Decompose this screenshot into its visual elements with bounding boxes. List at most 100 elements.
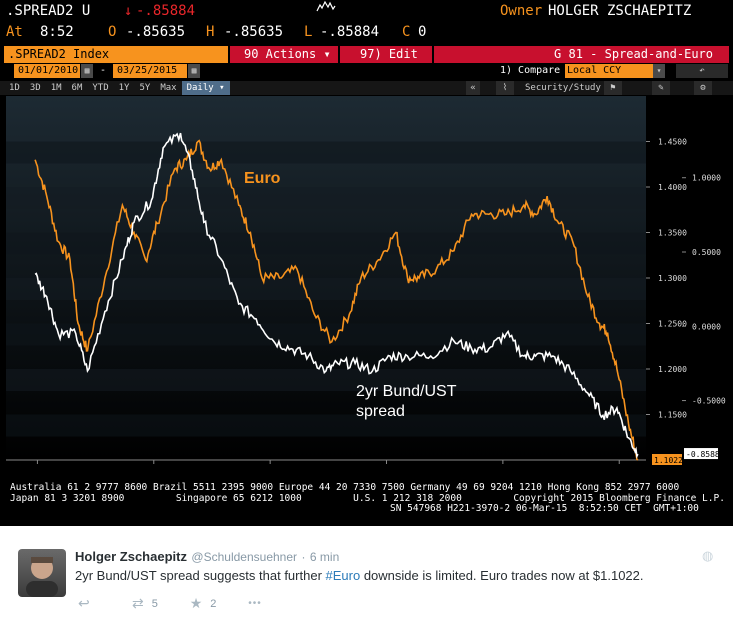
open-value: -.85635 — [126, 24, 186, 40]
user-handle[interactable]: @Schuldensuehner — [191, 550, 298, 564]
hashtag-link[interactable]: #Euro — [325, 568, 361, 583]
quote-header: .SPREAD2 U ↓ -.85884 Owner HOLGER ZSCHAE… — [0, 0, 733, 21]
y-left-tick-label: 1.3000 — [658, 274, 687, 283]
favorite-icon[interactable]: ★ — [189, 595, 203, 611]
euro-last-badge — [652, 454, 682, 465]
grid — [6, 141, 646, 437]
spread-last-value: -0.8588 — [686, 450, 720, 459]
bloomberg-terminal: .SPREAD2 U ↓ -.85884 Owner HOLGER ZSCHAE… — [0, 0, 733, 526]
currency-select[interactable]: Local CCY — [565, 64, 653, 78]
flag-icon[interactable]: ⚑ — [604, 81, 622, 95]
compare-button[interactable]: 1) Compare — [500, 65, 561, 76]
grid-band — [6, 141, 646, 164]
chart-type-icon[interactable]: ⌇ — [496, 81, 514, 95]
owner-value: HOLGER ZSCHAEPITZ — [548, 3, 692, 19]
back-arrow-icon[interactable]: ↶ — [676, 64, 728, 78]
tab-ytd[interactable]: YTD — [92, 83, 109, 93]
spread-last-badge — [684, 448, 718, 460]
grid-band — [6, 278, 646, 300]
y-left-tick-label: 1.2000 — [658, 365, 687, 374]
low-label: L — [304, 24, 313, 40]
edit-label: 97) Edit — [360, 47, 418, 61]
down-arrow-icon: ↓ — [124, 3, 133, 19]
ticker: .SPREAD2 U — [6, 3, 91, 19]
x-axis: 201020112012201320142015 — [6, 459, 646, 464]
close-label: C — [402, 24, 411, 40]
series-group — [34, 132, 639, 461]
tab-max[interactable]: Max — [160, 83, 177, 93]
grid-band — [6, 232, 646, 255]
date-dash: - — [100, 65, 107, 76]
grid-band — [6, 369, 646, 391]
price-row: At 8:52 O -.85635 H -.85635 L -.85884 C … — [0, 24, 733, 42]
line-chart: 201020112012201320142015 1.4500 1.4000 1.3… — [6, 96, 726, 465]
y-right-tick-label: 0.5000 — [692, 248, 721, 257]
chevron-down-icon[interactable]: ▾ — [653, 64, 665, 78]
footer-sn: SN 547968 H221-3970-2 06-Mar-15 8:52:50 … — [390, 503, 699, 514]
spread-annotation-line1: 2yr Bund/UST — [356, 383, 457, 400]
globe-icon: ◍ — [702, 548, 714, 563]
grid-band — [6, 187, 646, 209]
retweet-icon[interactable]: ⇄ — [132, 595, 144, 611]
tweet-text: 2yr Bund/UST spread suggests that furthe… — [75, 568, 644, 583]
tab-daily[interactable]: Daily ▾ — [181, 81, 230, 95]
tweet-text-end: downside is limited. Euro trades now at … — [360, 568, 644, 583]
toolbar: .SPREAD2 Index 90 Actions ▾ 97) Edit ▾ G… — [0, 46, 733, 63]
date-controls: 01/01/2010 ▦ - 03/25/2015 ▦ 1) Compare L… — [0, 64, 733, 79]
favorite-count: 2 — [210, 597, 217, 610]
tab-1d[interactable]: 1D — [9, 83, 20, 93]
user-name[interactable]: Holger Zschaepitz — [75, 549, 187, 564]
y-right-tick-label: 1.0000 — [692, 174, 721, 183]
y-right-tick-label: -0.5000 — [692, 397, 726, 406]
avatar[interactable] — [18, 549, 66, 597]
tab-3d[interactable]: 3D — [29, 83, 41, 93]
y-left-tick-label: 1.2500 — [658, 320, 687, 329]
retweet-count: 5 — [151, 597, 158, 610]
spread-annotation-line2: spread — [356, 403, 405, 420]
y-axis-left: 1.4500 1.4000 1.3500 1.3000 1.2500 1.2000 1.15… — [646, 138, 687, 420]
euro-annotation: Euro — [244, 170, 281, 187]
index-label[interactable]: .SPREAD2 Index — [4, 46, 228, 63]
time-value: 8:52 — [40, 24, 74, 40]
period-tabs: 1D 3D 1M 6M YTD 1Y 5Y Max Daily ▾ « ⌇ Se… — [0, 81, 733, 95]
end-date-field[interactable]: 03/25/2015 — [113, 64, 187, 78]
tweet-time[interactable]: 6 min — [309, 550, 340, 564]
security-study-button[interactable]: Security/Study — [525, 83, 601, 93]
collapse-icon[interactable]: « — [466, 81, 480, 95]
gear-icon[interactable]: ⚙ — [694, 81, 712, 95]
tab-1m[interactable]: 1M — [50, 83, 62, 93]
tab-1y[interactable]: 1Y — [118, 83, 130, 93]
tab-6m[interactable]: 6M — [71, 83, 83, 93]
tweet-text-start: 2yr Bund/UST spread suggests that furthe… — [75, 568, 326, 583]
calendar-icon[interactable]: ▦ — [188, 64, 200, 78]
y-right-tick-label: 0.0000 — [692, 322, 721, 331]
tab-5y[interactable]: 5Y — [139, 83, 151, 93]
tweet: Holger Zschaepitz @Schuldensuehner · 6 m… — [0, 526, 733, 633]
actions-menu[interactable]: 90 Actions ▾ — [230, 46, 338, 63]
edit-icon[interactable]: ✎ — [652, 81, 670, 95]
owner-label: Owner — [500, 3, 543, 19]
spread-series-line — [34, 132, 639, 459]
footer-contacts-2: Japan 81 3 3201 8900 Singapore 65 6212 1… — [10, 493, 725, 504]
reply-icon[interactable]: ↩ — [78, 595, 90, 611]
more-icon[interactable]: ••• — [248, 598, 262, 609]
edit-menu[interactable]: 97) Edit ▾ — [340, 46, 448, 63]
y-left-tick-label: 1.4500 — [658, 138, 687, 147]
y-left-tick-label: 1.1500 — [658, 411, 687, 420]
y-left-tick-label: 1.4000 — [658, 183, 687, 192]
tab-list: 1D 3D 1M 6M YTD 1Y 5Y Max Daily ▾ — [4, 81, 230, 95]
start-date-field[interactable]: 01/01/2010 — [14, 64, 80, 78]
tweet-actions: ↩ ⇄ 5 ★ 2 ••• — [78, 595, 262, 612]
euro-last-value: 1.1022 — [654, 456, 683, 465]
grid-band — [6, 323, 646, 346]
calendar-icon[interactable]: ▦ — [81, 64, 93, 78]
separator-dot: · — [301, 550, 306, 564]
low-value: -.85884 — [320, 24, 380, 40]
last-values: 1.1022-0.8588 — [652, 448, 720, 465]
chart-title: G 81 - Spread-and-Euro — [434, 46, 729, 63]
high-label: H — [206, 24, 215, 40]
high-value: -.85635 — [224, 24, 284, 40]
at-label: At — [6, 24, 23, 40]
close-value: 0 — [418, 24, 427, 40]
